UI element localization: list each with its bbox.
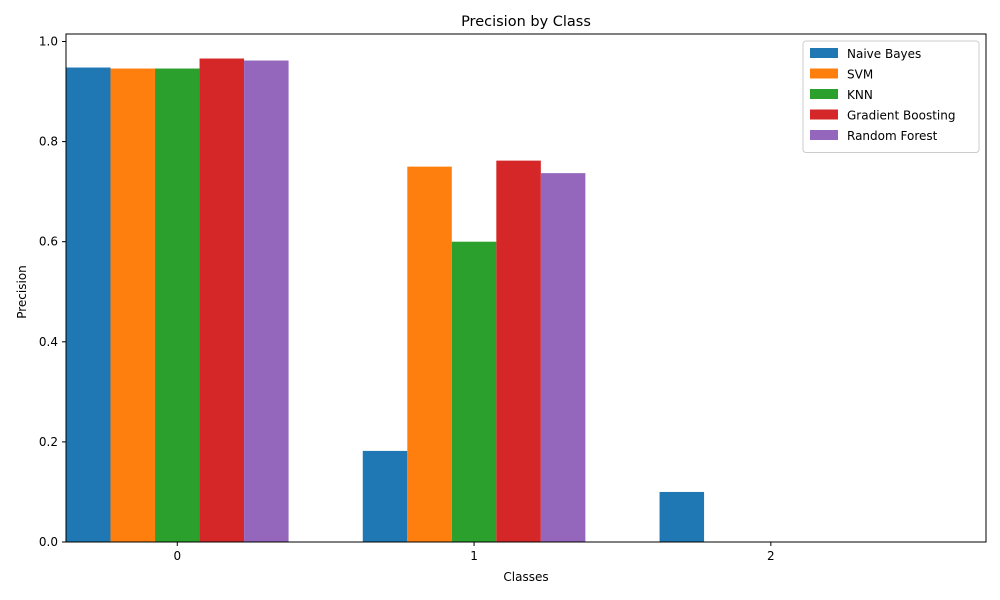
y-tick-label: 0.0	[39, 535, 58, 549]
y-tick-label: 0.2	[39, 435, 58, 449]
legend-label: Gradient Boosting	[847, 109, 955, 123]
legend-label: Random Forest	[847, 129, 938, 143]
legend-swatch	[810, 89, 838, 99]
bar-naive-bayes-class-0	[66, 67, 111, 542]
x-tick-label: 2	[767, 549, 775, 563]
bar-svm-class-1	[407, 166, 452, 542]
bar-knn-class-1	[451, 241, 497, 542]
x-tick-label: 1	[470, 549, 478, 563]
bar-naive-bayes-class-2	[659, 491, 705, 542]
plot-frame	[65, 33, 987, 543]
legend-label: KNN	[847, 88, 873, 102]
legend-box	[802, 40, 980, 153]
bar-svm-class-0	[110, 68, 156, 542]
y-tick-label: 0.6	[39, 235, 58, 249]
legend-swatch	[810, 130, 838, 140]
legend-swatch	[810, 48, 838, 58]
y-tick-label: 0.8	[39, 135, 58, 149]
axes-layer: 0.0 0.2 0.4 0.6 0.8 1.0 0 1 2	[39, 33, 987, 563]
bar-gradient-boosting-class-0	[199, 58, 245, 543]
chart-title: Precision by Class	[461, 14, 591, 30]
legend: Naive Bayes SVM KNN Gradient Boosting Random…	[802, 40, 980, 153]
x-tick-label: 0	[173, 549, 181, 563]
bar-naive-bayes-class-1	[362, 450, 408, 542]
y-tick-label: 0.4	[39, 335, 58, 349]
y-axis-label: Precision	[15, 265, 29, 319]
legend-label: Naive Bayes	[847, 47, 921, 61]
legend-label: SVM	[847, 68, 873, 82]
bar-knn-class-0	[155, 68, 200, 542]
bar-random-forest-class-1	[540, 173, 586, 542]
bars-layer	[66, 58, 705, 543]
legend-swatch	[810, 109, 838, 120]
x-axis-label: Classes	[503, 570, 548, 584]
bar-random-forest-class-0	[244, 60, 289, 542]
legend-swatch	[810, 68, 838, 79]
y-tick-label: 1.0	[39, 35, 58, 49]
bar-gradient-boosting-class-1	[496, 160, 541, 542]
